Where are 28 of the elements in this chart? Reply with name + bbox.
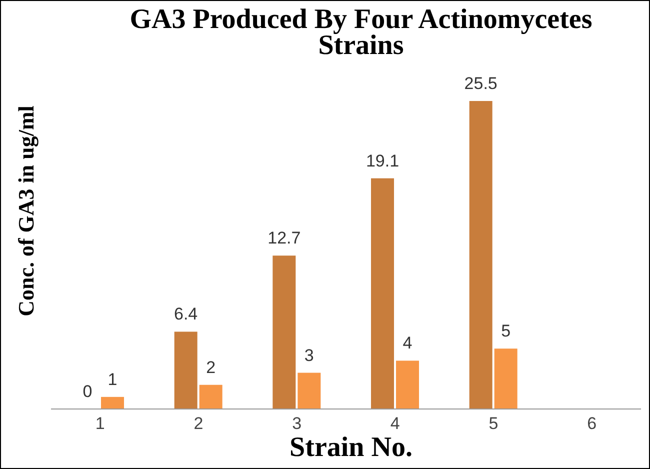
x-tick-label: 5: [488, 414, 498, 434]
data-label: 2: [206, 358, 216, 377]
bar: [101, 396, 124, 409]
x-tick-label: 4: [390, 414, 400, 434]
chart-title: GA3 Produced By Four Actinomycetes Strains: [128, 4, 594, 61]
x-tick-label: 2: [194, 414, 204, 434]
bar: [174, 332, 198, 409]
data-label: 19.1: [366, 151, 400, 170]
bar: [371, 178, 394, 409]
data-label: 3: [304, 346, 314, 365]
data-label: 0: [82, 382, 92, 401]
data-label: 12.7: [268, 228, 301, 248]
x-tick-label: 6: [587, 414, 597, 434]
data-label: 25.5: [464, 74, 498, 93]
data-label: 6.4: [174, 304, 198, 324]
x-tick-label: 3: [292, 414, 302, 434]
bar: [469, 101, 492, 409]
data-label: 5: [501, 322, 511, 341]
bar: [396, 360, 419, 409]
bar: [199, 384, 222, 409]
bar: [272, 256, 296, 409]
x-tick-label: 1: [95, 414, 105, 434]
data-label: 1: [108, 370, 118, 389]
x-axis-title: Strain No.: [288, 432, 414, 463]
data-label: 4: [402, 334, 412, 353]
bar: [494, 348, 518, 409]
y-axis-title: Conc. of GA3 in ug/ml: [13, 106, 40, 316]
bar: [298, 372, 321, 409]
